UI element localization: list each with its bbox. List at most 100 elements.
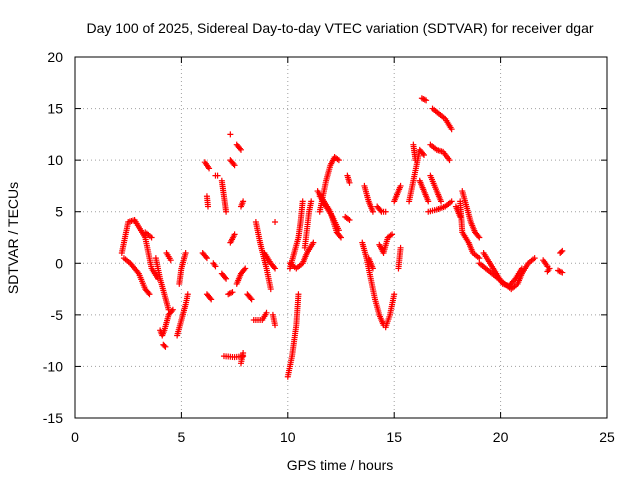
data-point-marker	[226, 290, 233, 297]
data-point-marker	[267, 286, 274, 293]
data-point-marker	[559, 247, 566, 254]
data-point-marker	[146, 291, 153, 298]
data-point-marker	[397, 182, 404, 189]
data-point-marker	[457, 213, 464, 220]
data-point-marker	[295, 291, 302, 298]
data-point-marker	[145, 289, 152, 296]
data-point-marker	[263, 309, 270, 316]
data-point-marker	[448, 126, 455, 133]
data-point-marker	[558, 248, 565, 255]
chart-title: Day 100 of 2025, Sidereal Day-to-day VTE…	[86, 20, 593, 36]
data-point-marker	[169, 306, 176, 313]
data-point-marker	[240, 198, 247, 205]
data-point-marker	[397, 244, 404, 251]
data-point-marker	[214, 172, 221, 179]
grid-layer	[75, 57, 607, 418]
data-point-marker	[382, 208, 389, 215]
data-point-marker	[272, 219, 279, 226]
data-point-marker	[240, 350, 247, 357]
tick-layer: 0 5 10 15 20 25 -15 -10 -5 0 5 10 15 20	[43, 49, 615, 445]
data-point-marker	[237, 146, 244, 153]
data-point-marker	[335, 157, 342, 164]
y-tick-label: -10	[43, 358, 63, 374]
data-point-marker	[346, 179, 353, 186]
data-point-marker	[272, 265, 279, 272]
data-point-marker	[227, 131, 234, 138]
data-point-marker	[212, 263, 219, 270]
data-point-marker	[231, 231, 238, 238]
y-tick-label: 0	[55, 255, 63, 271]
data-point-marker	[389, 231, 396, 238]
data-point-marker	[241, 266, 248, 273]
marker-layer	[118, 95, 566, 380]
x-tick-label: 5	[178, 429, 186, 445]
data-point-marker	[148, 234, 155, 241]
data-point-marker	[161, 342, 168, 349]
data-point-marker	[168, 307, 175, 314]
data-point-marker	[476, 255, 483, 262]
data-point-marker	[229, 289, 236, 296]
data-point-marker	[346, 216, 353, 223]
data-point-marker	[423, 97, 430, 104]
data-point-marker	[476, 234, 483, 241]
data-point-marker	[531, 255, 538, 262]
data-point-marker	[308, 198, 315, 205]
data-point-marker	[206, 165, 213, 172]
data-point-marker	[247, 295, 254, 302]
data-point-marker	[231, 162, 238, 169]
data-point-marker	[336, 233, 343, 240]
data-point-marker	[236, 145, 243, 152]
data-point-marker	[205, 203, 211, 210]
data-point-marker	[559, 269, 566, 276]
data-point-marker	[369, 208, 376, 215]
plot-frame	[74, 56, 608, 419]
data-point-marker	[419, 150, 426, 157]
data-point-marker	[338, 234, 344, 241]
data-point-marker	[182, 249, 189, 256]
data-point-marker	[228, 289, 235, 296]
data-point-marker	[391, 291, 398, 298]
data-point-marker	[448, 198, 455, 205]
data-point-marker	[438, 198, 445, 205]
x-tick-label: 25	[599, 429, 615, 445]
data-point-marker	[223, 275, 230, 282]
data-point-marker	[420, 95, 427, 102]
data-point-marker	[377, 207, 384, 214]
data-point-marker	[420, 151, 427, 158]
data-point-marker	[518, 265, 525, 272]
data-point-marker	[223, 208, 230, 215]
data-point-marker	[162, 343, 169, 350]
x-tick-label: 15	[386, 429, 402, 445]
data-point-marker	[421, 96, 428, 103]
data-point-marker	[270, 264, 277, 271]
data-point-marker	[299, 198, 306, 205]
data-point-marker	[230, 161, 237, 168]
data-point-marker	[446, 157, 453, 164]
data-point-marker	[425, 198, 432, 205]
data-point-marker	[412, 157, 419, 164]
y-tick-label: 15	[47, 101, 63, 117]
data-point-marker	[248, 296, 255, 303]
x-tick-label: 10	[280, 429, 296, 445]
y-axis-label: SDTVAR / TECUs	[5, 182, 21, 294]
y-tick-label: -5	[51, 307, 64, 323]
data-point-marker	[167, 257, 174, 264]
data-point-marker	[272, 322, 279, 329]
y-tick-label: -15	[43, 410, 63, 426]
data-point-marker	[475, 233, 482, 240]
data-point-marker	[557, 268, 564, 275]
data-point-marker	[222, 274, 229, 281]
x-tick-label: 0	[71, 429, 79, 445]
data-point-marker	[556, 268, 563, 275]
y-tick-label: 10	[47, 152, 63, 168]
data-point-marker	[310, 239, 317, 246]
data-point-marker	[184, 291, 191, 298]
data-point-marker	[335, 227, 342, 234]
data-point-marker	[203, 255, 210, 262]
data-point-marker	[369, 265, 376, 272]
y-tick-label: 5	[55, 204, 63, 220]
y-tick-label: 20	[47, 49, 63, 65]
data-point-marker	[207, 295, 214, 302]
